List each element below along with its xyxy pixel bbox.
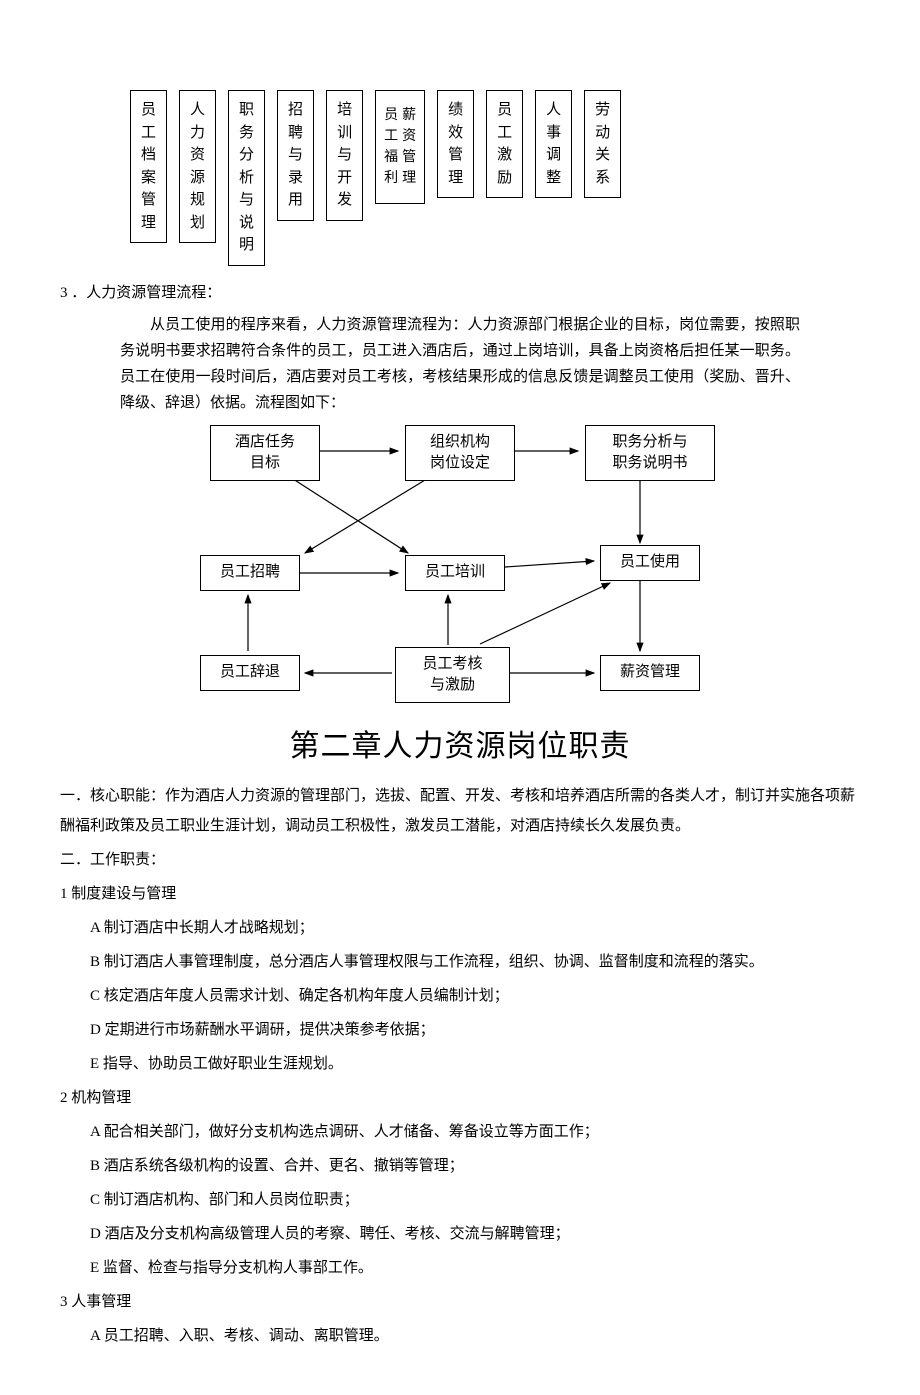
group-item: D 定期进行市场薪酬水平调研，提供决策参考依据；: [90, 1015, 860, 1045]
top-boxes-row: 员工档案管理人力资源规划职务分析与说明招聘与录用培训与开发员工福利薪资管理绩效管…: [130, 90, 860, 266]
top-box: 职务分析与说明: [228, 90, 265, 266]
core-function-para: 一．核心职能：作为酒店人力资源的管理部门，选拔、配置、开发、考核和培养酒店所需的…: [60, 781, 860, 841]
work-duties-label: 二．工作职责：: [60, 845, 860, 875]
section3-heading: 3 ．人力资源管理流程：: [60, 278, 860, 308]
group-item: B 酒店系统各级机构的设置、合并、更名、撤销等管理；: [90, 1151, 860, 1181]
flow-node: 员工使用: [600, 545, 700, 581]
flow-node: 员工考核与激励: [395, 647, 510, 703]
flow-node: 薪资管理: [600, 655, 700, 691]
flow-node: 组织机构岗位设定: [405, 425, 515, 481]
group-item: E 指导、协助员工做好职业生涯规划。: [90, 1049, 860, 1079]
top-box: 员工福利薪资管理: [375, 90, 425, 204]
group-item: A 配合相关部门，做好分支机构选点调研、人才储备、筹备设立等方面工作；: [90, 1117, 860, 1147]
top-box: 劳动关系: [584, 90, 621, 198]
group-title: 3 人事管理: [60, 1287, 860, 1317]
section3-paragraph: 从员工使用的程序来看，人力资源管理流程为：人力资源部门根据企业的目标，岗位需要，…: [120, 312, 800, 417]
duties-groups: 1 制度建设与管理 A 制订酒店中长期人才战略规划； B 制订酒店人事管理制度，总分…: [60, 879, 860, 1351]
group-item: D 酒店及分支机构高级管理人员的考察、聘任、考核、交流与解聘管理；: [90, 1219, 860, 1249]
top-box: 人事调整: [535, 90, 572, 198]
top-box: 招聘与录用: [277, 90, 314, 221]
core-function-text: 作为酒店人力资源的管理部门，选拔、配置、开发、考核和培养酒店所需的各类人才，制订…: [60, 788, 855, 834]
flow-node: 酒店任务目标: [210, 425, 320, 481]
group-item: C 核定酒店年度人员需求计划、确定各机构年度人员编制计划；: [90, 981, 860, 1011]
chapter-title: 第二章人力资源岗位职责: [60, 723, 860, 771]
group-title: 1 制度建设与管理: [60, 879, 860, 909]
flow-node: 员工辞退: [200, 655, 300, 691]
core-function-label: 一．核心职能：: [60, 788, 165, 804]
group-title: 2 机构管理: [60, 1083, 860, 1113]
hr-process-flowchart: 酒店任务目标 组织机构岗位设定 职务分析与职务说明书员工招聘 员工培训 员工使用员工辞退…: [180, 425, 740, 715]
group-item: A 员工招聘、入职、考核、调动、离职管理。: [90, 1321, 860, 1351]
group-item: C 制订酒店机构、部门和人员岗位职责；: [90, 1185, 860, 1215]
group-item: A 制订酒店中长期人才战略规划；: [90, 913, 860, 943]
flow-node: 员工培训: [405, 555, 505, 591]
top-box: 员工激励: [486, 90, 523, 198]
top-box: 绩效管理: [437, 90, 474, 198]
flow-node: 职务分析与职务说明书: [585, 425, 715, 481]
top-box: 员工档案管理: [130, 90, 167, 243]
top-box: 人力资源规划: [179, 90, 216, 243]
group-item: B 制订酒店人事管理制度，总分酒店人事管理权限与工作流程，组织、协调、监督制度和…: [90, 947, 860, 977]
group-item: E 监督、检查与指导分支机构人事部工作。: [90, 1253, 860, 1283]
flow-node: 员工招聘: [200, 555, 300, 591]
top-box: 培训与开发: [326, 90, 363, 221]
